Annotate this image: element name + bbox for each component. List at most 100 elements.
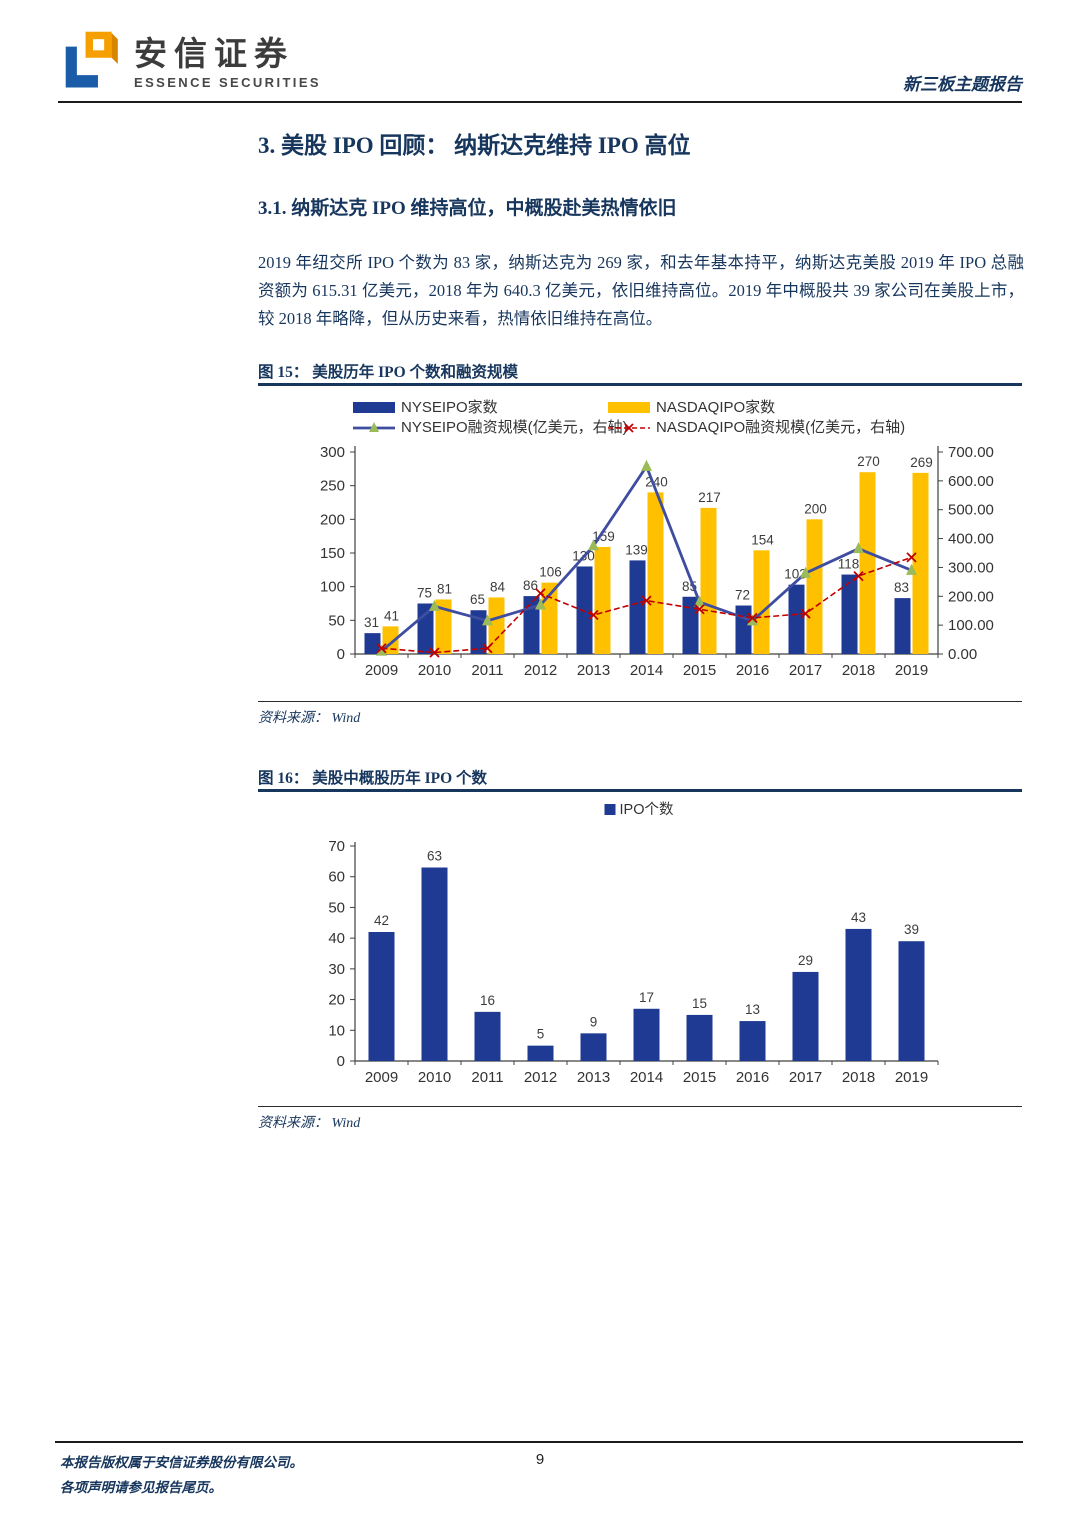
- figure16-source-rule: [258, 1106, 1022, 1107]
- essence-securities-logo-icon: [65, 31, 118, 88]
- svg-text:81: 81: [437, 581, 452, 596]
- svg-text:41: 41: [384, 608, 399, 623]
- svg-text:2009: 2009: [365, 662, 398, 679]
- body-paragraph: 2019 年纽交所 IPO 个数为 83 家，纳斯达克为 269 家，和去年基本…: [258, 253, 1024, 328]
- svg-text:42: 42: [374, 913, 389, 928]
- svg-text:60: 60: [328, 869, 345, 886]
- svg-text:250: 250: [320, 478, 345, 495]
- svg-text:NASDAQIPO家数: NASDAQIPO家数: [656, 399, 775, 416]
- svg-text:2013: 2013: [577, 662, 610, 679]
- svg-text:NASDAQIPO融资规模(亿美元，右轴): NASDAQIPO融资规模(亿美元，右轴): [656, 419, 905, 436]
- figure16-bar-chart: IPO个数 0 10 20 30 40 50 60 70 2009 2010 2011 2012 2013…: [328, 801, 939, 1086]
- svg-text:2011: 2011: [471, 662, 503, 679]
- svg-text:240: 240: [645, 474, 668, 489]
- svg-text:100: 100: [320, 579, 345, 596]
- svg-text:200: 200: [804, 501, 827, 516]
- svg-text:2012: 2012: [524, 1069, 557, 1086]
- svg-text:20: 20: [328, 992, 345, 1009]
- svg-text:9: 9: [590, 1014, 598, 1029]
- svg-text:75: 75: [417, 586, 432, 601]
- svg-text:43: 43: [851, 910, 866, 925]
- svg-text:150: 150: [320, 545, 345, 562]
- svg-text:13: 13: [745, 1002, 760, 1017]
- figure15-combo-chart: 0 50 100 150 200 250 300 0.00 100.00 200.00 300.00…: [320, 399, 994, 679]
- figure15-source-value: Wind: [331, 711, 361, 726]
- svg-text:2019: 2019: [895, 662, 928, 679]
- svg-text:IPO个数: IPO个数: [620, 801, 674, 818]
- svg-text:NYSEIPO融资规模(亿美元，右轴): NYSEIPO融资规模(亿美元，右轴): [401, 419, 628, 436]
- svg-text:2011: 2011: [471, 1069, 503, 1086]
- footer-rule: [55, 1441, 1023, 1443]
- svg-text:269: 269: [910, 455, 933, 470]
- svg-text:106: 106: [539, 565, 562, 580]
- svg-text:2016: 2016: [736, 662, 769, 679]
- svg-text:400.00: 400.00: [948, 531, 994, 548]
- svg-text:2010: 2010: [418, 1069, 451, 1086]
- svg-text:2014: 2014: [630, 662, 663, 679]
- svg-text:2017: 2017: [789, 662, 822, 679]
- svg-text:300: 300: [320, 444, 345, 461]
- svg-text:2012: 2012: [524, 662, 557, 679]
- svg-text:2015: 2015: [683, 662, 716, 679]
- svg-text:500.00: 500.00: [948, 502, 994, 519]
- figure15-title: 图 15： 美股历年 IPO 个数和融资规模: [258, 364, 519, 381]
- page-number: 9: [535, 1451, 545, 1468]
- svg-text:0.00: 0.00: [948, 646, 977, 663]
- svg-text:39: 39: [904, 922, 919, 937]
- footer-line1: 本报告版权属于安信证券股份有限公司。: [60, 1455, 303, 1470]
- figure16-source-label: 资料来源：: [258, 1116, 328, 1131]
- svg-text:2009: 2009: [365, 1069, 398, 1086]
- brand-name-en: ESSENCE SECURITIES: [134, 75, 321, 90]
- svg-text:84: 84: [490, 579, 506, 594]
- svg-text:100.00: 100.00: [948, 617, 994, 634]
- svg-text:40: 40: [328, 930, 345, 947]
- svg-text:72: 72: [735, 588, 750, 603]
- svg-text:83: 83: [894, 580, 909, 595]
- svg-text:63: 63: [427, 849, 442, 864]
- svg-text:0: 0: [337, 646, 345, 663]
- svg-text:300.00: 300.00: [948, 559, 994, 576]
- brand-block: 安信证券 ESSENCE SECURITIES: [134, 36, 321, 91]
- svg-text:200.00: 200.00: [948, 588, 994, 605]
- svg-text:17: 17: [639, 990, 654, 1005]
- svg-text:2013: 2013: [577, 1069, 610, 1086]
- figure16-title-rule: [258, 789, 1022, 792]
- svg-text:2015: 2015: [683, 1069, 716, 1086]
- figure15-source-rule: [258, 701, 1022, 702]
- svg-text:2017: 2017: [789, 1069, 822, 1086]
- header-rule: [58, 101, 1022, 103]
- svg-text:65: 65: [470, 592, 485, 607]
- svg-text:2014: 2014: [630, 1069, 663, 1086]
- svg-text:86: 86: [523, 578, 538, 593]
- svg-text:600.00: 600.00: [948, 473, 994, 490]
- svg-text:29: 29: [798, 953, 813, 968]
- figure15-source: 资料来源： Wind: [258, 707, 360, 727]
- figure15-title-rule: [258, 383, 1022, 386]
- svg-text:15: 15: [692, 996, 707, 1011]
- figure16-source: 资料来源： Wind: [258, 1112, 360, 1132]
- svg-text:2019: 2019: [895, 1069, 928, 1086]
- section-heading: 3. 美股 IPO 回顾： 纳斯达克维持 IPO 高位: [258, 133, 691, 158]
- svg-text:2018: 2018: [842, 662, 875, 679]
- svg-text:217: 217: [698, 490, 721, 505]
- svg-text:2018: 2018: [842, 1069, 875, 1086]
- svg-text:NYSEIPO家数: NYSEIPO家数: [401, 399, 498, 416]
- svg-text:10: 10: [328, 1022, 345, 1039]
- svg-text:30: 30: [328, 961, 345, 978]
- figure16-source-value: Wind: [331, 1116, 361, 1131]
- svg-text:0: 0: [337, 1053, 345, 1070]
- report-type-label: 新三板主题报告: [903, 75, 1022, 94]
- svg-text:5: 5: [537, 1027, 545, 1042]
- footer-line2: 各项声明请参见报告尾页。: [60, 1480, 222, 1495]
- svg-text:2010: 2010: [418, 662, 451, 679]
- svg-text:50: 50: [328, 612, 345, 629]
- svg-text:50: 50: [328, 899, 345, 916]
- svg-text:16: 16: [480, 993, 495, 1008]
- svg-text:270: 270: [857, 454, 880, 469]
- svg-text:139: 139: [625, 542, 648, 557]
- svg-text:2016: 2016: [736, 1069, 769, 1086]
- svg-text:700.00: 700.00: [948, 444, 994, 461]
- svg-text:31: 31: [364, 615, 379, 630]
- footer-disclaimer: 本报告版权属于安信证券股份有限公司。 各项声明请参见报告尾页。: [60, 1450, 560, 1500]
